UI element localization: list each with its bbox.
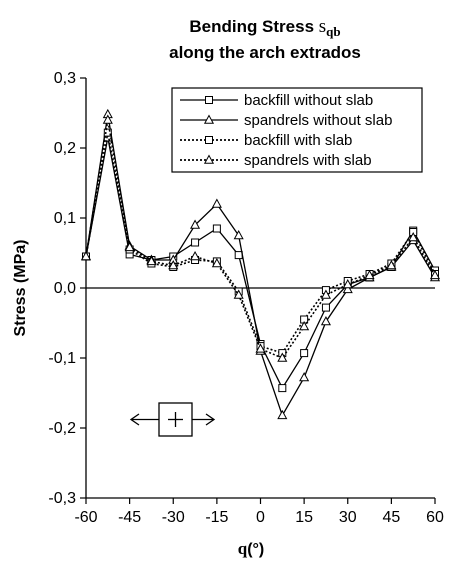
data-point [190, 250, 201, 261]
data-point [299, 372, 310, 382]
x-tick-label: -30 [162, 509, 185, 526]
y-tick-label: -0,2 [48, 420, 76, 437]
axes: -0,3 -0,2 -0,1 0,0 0,1 0,2 0,3 -60 -45 -30 -15 0 15 3… [48, 70, 444, 526]
data-point [320, 289, 331, 299]
x-tick-label: 30 [339, 509, 357, 526]
title-symbol: s [319, 16, 326, 37]
data-point [233, 229, 244, 240]
x-tick-label: 15 [295, 509, 313, 526]
chart-title-line2: along the arch extrados [169, 43, 361, 62]
x-tick-label: -60 [74, 509, 97, 526]
y-tick-label: 0,1 [54, 210, 76, 227]
data-point [299, 320, 310, 331]
series-line [85, 119, 436, 359]
data-point [233, 289, 244, 299]
x-tick-label: 45 [382, 509, 400, 526]
y-tick-label: 0,2 [54, 140, 76, 157]
data-point [408, 232, 419, 242]
data-point [211, 257, 222, 268]
legend-label: backfill with slab [244, 132, 352, 149]
legend-marker [205, 96, 213, 104]
data-point [364, 269, 375, 280]
series-4 [80, 114, 441, 362]
data-point [103, 128, 112, 137]
data-point [255, 343, 266, 353]
data-point [342, 278, 353, 289]
legend-label: backfill without slab [244, 92, 373, 109]
data-point [300, 349, 309, 358]
data-point [191, 238, 200, 247]
y-tick-label: -0,3 [48, 490, 76, 507]
y-tick-label: -0,1 [48, 350, 76, 367]
data-point [212, 224, 221, 233]
legend-marker [205, 136, 213, 144]
data-point [168, 260, 179, 270]
data-point [190, 219, 201, 229]
data-point [277, 409, 288, 420]
title-prefix: Bending Stress [189, 17, 318, 36]
x-tick-label: 0 [256, 509, 265, 526]
y-axis-label: Stress (MPa) [12, 240, 29, 337]
arch-section-icon [129, 402, 216, 437]
legend: backfill without slab spandrels without s… [171, 87, 423, 173]
x-axis-unit: (°) [247, 541, 264, 558]
x-tick-label: 60 [426, 509, 444, 526]
data-point [429, 269, 441, 280]
x-tick-label: -15 [205, 509, 228, 526]
data-point [102, 114, 113, 124]
data-point [278, 384, 287, 393]
data-point [146, 255, 157, 266]
legend-label: spandrels with slab [244, 152, 372, 169]
data-point [386, 260, 397, 270]
data-point [124, 241, 135, 252]
y-tick-label: 0,0 [54, 280, 76, 297]
chart-title-line1: Bending Stress sqb [189, 16, 340, 39]
data-point [80, 250, 92, 261]
x-tick-label: -45 [118, 509, 141, 526]
series-layer [80, 108, 441, 420]
data-point [211, 198, 222, 208]
data-point [234, 251, 243, 260]
x-axis-label: q(°) [238, 539, 265, 558]
legend-marker [203, 154, 215, 164]
x-axis-symbol: q [238, 539, 248, 558]
title-subscript: qb [326, 24, 340, 39]
y-tick-label: 0,3 [54, 70, 76, 87]
data-point [320, 316, 331, 326]
legend-label: spandrels without slab [244, 112, 392, 129]
legend-box [171, 87, 423, 173]
legend-marker [203, 114, 215, 124]
data-point [342, 283, 353, 294]
data-point [321, 303, 330, 312]
data-point [277, 352, 288, 362]
